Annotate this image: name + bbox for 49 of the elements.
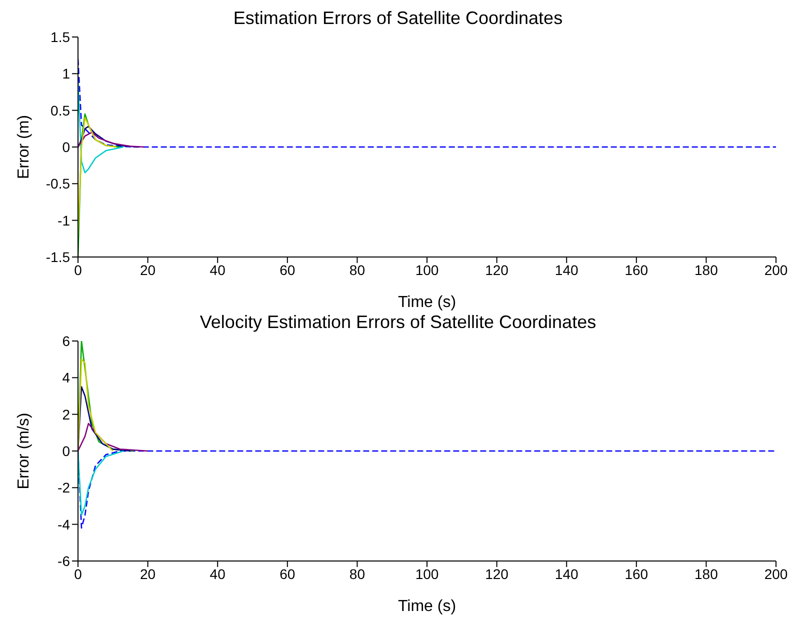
y-tick-label: -4 [58, 516, 70, 532]
y-tick-label: 0 [62, 442, 70, 459]
x-tick-label: 200 [764, 566, 788, 582]
x-tick-label: 140 [554, 262, 578, 278]
y-tick-label: 1.5 [50, 28, 70, 45]
x-tick-label: 160 [624, 262, 648, 278]
y-axis-title: Error (m) [16, 115, 33, 179]
line-series [78, 386, 131, 452]
y-tick-label: 0 [62, 138, 70, 155]
y-tick-label: -1.5 [46, 248, 70, 265]
line-series [78, 126, 138, 148]
x-tick-label: 120 [485, 262, 509, 278]
y-tick-label: 0.5 [50, 102, 70, 118]
x-tick-label: 140 [554, 566, 578, 582]
x-tick-label: 180 [694, 566, 718, 582]
line-series [78, 58, 776, 148]
y-tick-label: -1 [58, 212, 70, 228]
x-tick-label: 200 [764, 262, 788, 278]
line-series [78, 450, 776, 529]
x-axis-title: Time (s) [398, 294, 456, 311]
y-tick-label: 1 [62, 66, 70, 82]
line-series [78, 132, 145, 148]
y-tick-label: -6 [58, 552, 70, 569]
x-tick-label: 100 [415, 262, 439, 278]
x-tick-label: 100 [415, 566, 439, 582]
x-tick-label: 20 [140, 262, 156, 278]
y-tick-label: -0.5 [46, 176, 70, 192]
x-tick-label: 40 [210, 262, 226, 278]
line-series [78, 450, 124, 516]
y-tick-label: 4 [62, 370, 70, 386]
x-axis-title: Time (s) [398, 598, 456, 615]
x-tick-label: 180 [694, 262, 718, 278]
chart-title: Estimation Errors of Satellite Coordinates [233, 8, 563, 28]
x-tick-label: 120 [485, 566, 509, 582]
x-tick-label: 0 [74, 262, 82, 278]
chart-title: Velocity Estimation Errors of Satellite Coordinates [200, 312, 596, 332]
line-series [78, 358, 114, 452]
y-axis-title: Error (m/s) [16, 412, 33, 490]
y-tick-label: 2 [62, 406, 70, 422]
y-tick-label: -2 [58, 480, 70, 496]
x-tick-label: 0 [74, 566, 82, 582]
x-tick-label: 20 [140, 566, 156, 582]
y-tick-label: 6 [62, 332, 70, 349]
x-tick-label: 60 [280, 566, 296, 582]
x-tick-label: 160 [624, 566, 648, 582]
x-tick-label: 80 [349, 566, 366, 582]
x-tick-label: 80 [349, 262, 366, 278]
x-tick-label: 40 [210, 566, 226, 582]
x-tick-label: 60 [280, 262, 296, 278]
